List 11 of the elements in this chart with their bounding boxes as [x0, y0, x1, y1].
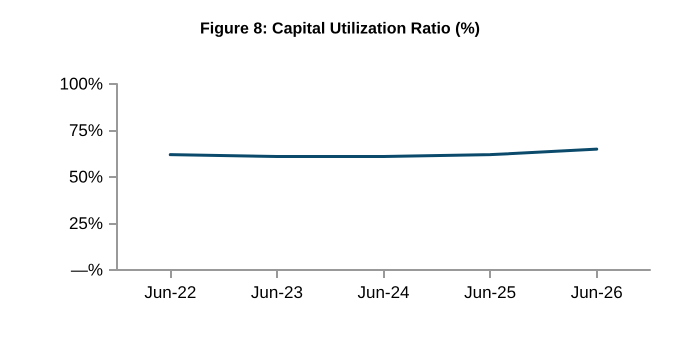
x-tick-label: Jun-25	[464, 283, 516, 302]
y-tick-label: 50%	[68, 168, 103, 186]
x-tick-label: Jun-24	[358, 283, 410, 302]
y-tick-label: 25%	[68, 214, 103, 233]
y-tick-label: 100%	[60, 74, 103, 94]
y-tick-label: —%	[70, 260, 103, 280]
y-tick-label: 75%	[68, 121, 103, 140]
x-tick-label: Jun-23	[250, 283, 303, 302]
chart-title: Figure 8: Capital Utilization Ratio (%)	[200, 20, 480, 38]
x-tick-label: Jun-22	[144, 283, 196, 302]
x-tick-label: Jun-26	[570, 283, 623, 302]
